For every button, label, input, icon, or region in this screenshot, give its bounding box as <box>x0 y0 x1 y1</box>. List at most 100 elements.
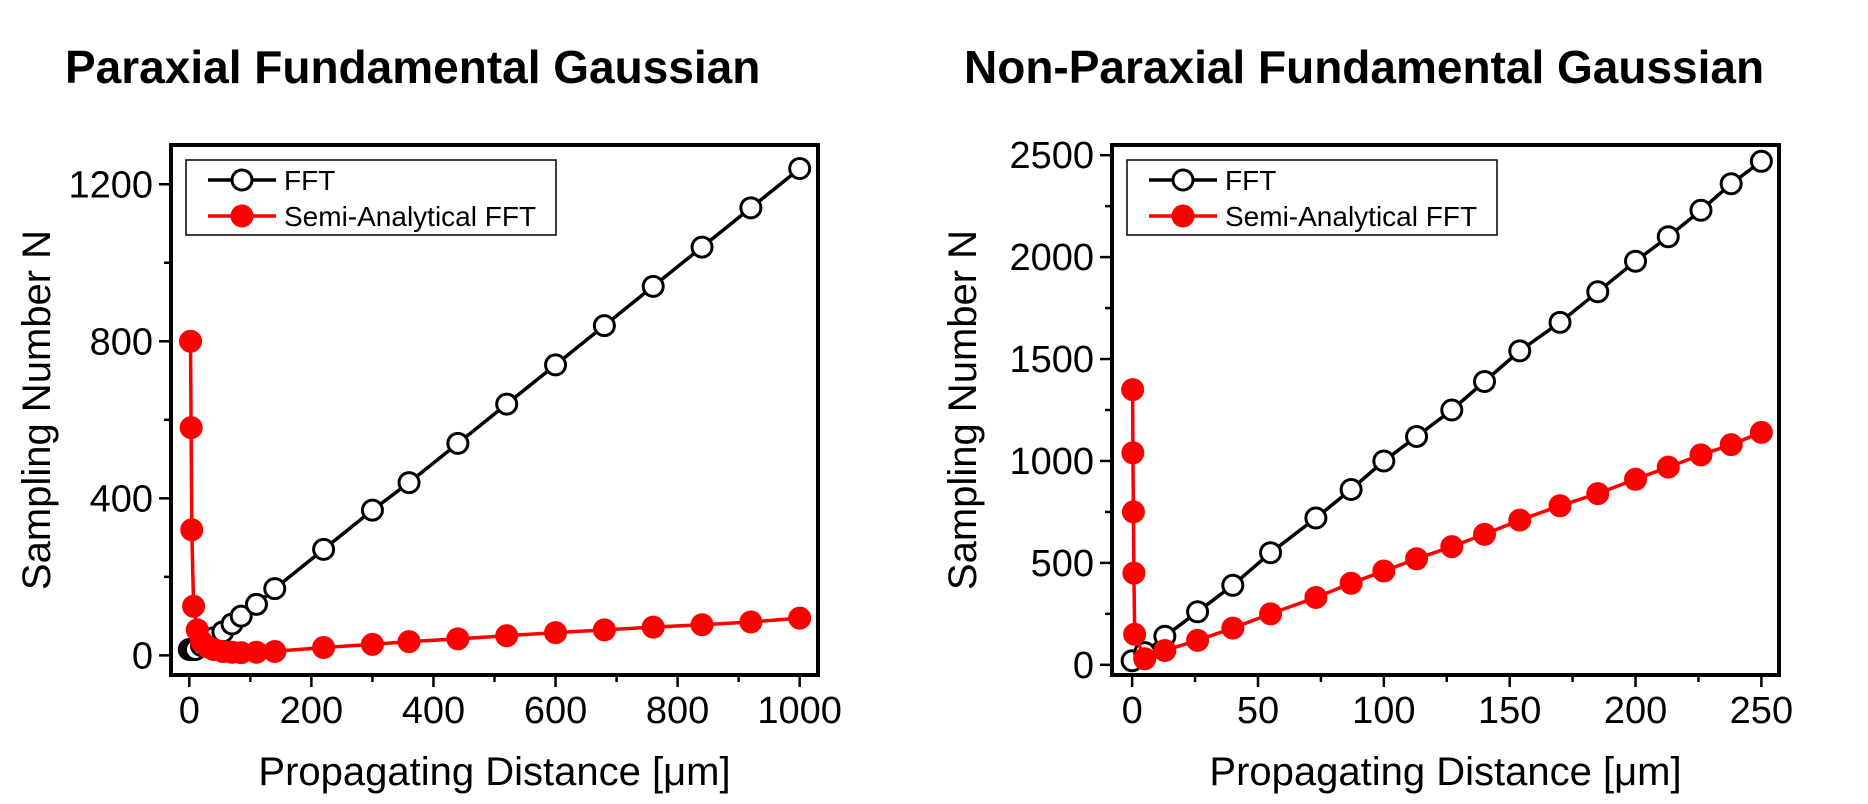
data-point <box>544 353 568 377</box>
data-point <box>788 157 812 181</box>
data-point <box>1548 310 1572 334</box>
data-point <box>1153 639 1177 663</box>
chart-title: Paraxial Fundamental Gaussian <box>65 41 761 93</box>
data-point <box>1719 172 1743 196</box>
legend-label: FFT <box>284 165 335 196</box>
data-point <box>1473 522 1497 546</box>
data-point <box>1304 586 1328 610</box>
data-point <box>495 392 519 416</box>
data-point <box>1405 547 1429 571</box>
data-point <box>1372 559 1396 583</box>
y-tick-label: 2000 <box>1009 237 1094 279</box>
data-point <box>1508 339 1532 363</box>
legend-marker <box>1171 168 1195 192</box>
data-point <box>397 630 421 654</box>
data-point <box>446 627 470 651</box>
data-point <box>1689 198 1713 222</box>
data-point <box>1122 561 1146 585</box>
data-point <box>1473 369 1497 393</box>
data-point <box>1121 441 1145 465</box>
x-tick-label: 100 <box>1352 690 1415 732</box>
data-point <box>1121 378 1145 402</box>
data-point <box>1749 149 1773 173</box>
data-point <box>1339 478 1363 501</box>
data-point <box>1656 225 1680 249</box>
x-tick-label: 1000 <box>757 690 842 732</box>
y-tick-label: 800 <box>90 321 153 363</box>
data-point <box>179 416 203 440</box>
data-point <box>690 613 714 637</box>
data-point <box>1304 506 1328 530</box>
data-point <box>180 518 204 542</box>
data-point <box>182 594 206 618</box>
data-point <box>1221 616 1245 640</box>
data-point <box>397 471 421 495</box>
x-tick-label: 0 <box>179 690 200 732</box>
data-point <box>263 639 287 663</box>
y-tick-label: 400 <box>90 478 153 520</box>
data-point <box>544 621 568 645</box>
data-point <box>1508 508 1532 532</box>
data-point <box>1624 467 1648 491</box>
x-tick-label: 200 <box>1604 690 1667 732</box>
data-point <box>1133 647 1157 671</box>
data-point <box>263 577 287 601</box>
x-tick-label: 200 <box>280 690 343 732</box>
y-tick-label: 1000 <box>1009 441 1094 483</box>
data-point <box>690 235 714 259</box>
y-tick-label: 0 <box>1073 645 1094 687</box>
x-tick-label: 50 <box>1237 690 1279 732</box>
plot-non-paraxial: 0 50 100 150 200 25005001000150020002500Propa… <box>941 135 1793 794</box>
y-axis-label: Sampling Number N <box>15 230 59 590</box>
data-point <box>495 624 519 648</box>
data-point <box>1221 573 1245 597</box>
y-tick-label: 1200 <box>68 164 153 206</box>
legend-label: FFT <box>1225 165 1276 196</box>
x-tick-label: 0 <box>1122 690 1143 732</box>
plot-frame <box>169 143 820 677</box>
legend-marker <box>230 204 254 228</box>
data-point <box>592 618 616 642</box>
data-point <box>1719 433 1743 457</box>
data-point <box>641 615 665 639</box>
data-point <box>1656 455 1680 479</box>
plot-paraxial: 0 200 400 600 800 1000 0 400 800 1200 Propagating … <box>15 143 842 794</box>
chart-panel-paraxial: Paraxial Fundamental Gaussian 0 200 400 600… <box>15 41 842 794</box>
data-point <box>1186 628 1210 652</box>
legend-label: Semi-Analytical FFT <box>1225 201 1477 232</box>
data-point <box>1440 535 1464 559</box>
data-point <box>1624 249 1648 273</box>
data-point <box>1405 425 1429 448</box>
x-tick-label: 400 <box>402 690 465 732</box>
y-tick-label: 2500 <box>1009 135 1094 177</box>
data-point <box>1440 398 1464 422</box>
data-point <box>1689 443 1713 467</box>
x-tick-label: 250 <box>1730 690 1793 732</box>
series-line-semi-analytical-fft <box>188 341 800 655</box>
chart-title: Non-Paraxial Fundamental Gaussian <box>964 41 1765 93</box>
legend-marker <box>230 168 254 192</box>
data-point <box>592 314 616 338</box>
legend-marker <box>1171 204 1195 228</box>
y-tick-label: 1500 <box>1009 339 1094 381</box>
x-tick-label: 600 <box>524 690 587 732</box>
data-point <box>788 606 812 630</box>
y-tick-label: 500 <box>1031 543 1094 585</box>
data-point <box>739 610 763 634</box>
data-point <box>179 329 203 353</box>
data-point <box>1339 571 1363 595</box>
data-point <box>312 537 336 561</box>
data-point <box>1586 482 1610 506</box>
data-point <box>1123 622 1147 646</box>
data-point <box>1121 500 1145 524</box>
chart-panel-non-paraxial: Non-Paraxial Fundamental Gaussian 0 50 100… <box>934 0 1868 804</box>
data-point <box>641 274 665 298</box>
data-point <box>360 632 384 656</box>
data-point <box>229 604 253 628</box>
y-axis-label: Sampling Number N <box>941 230 985 590</box>
data-point <box>446 431 470 455</box>
data-point <box>1749 420 1773 444</box>
x-axis-label: Propagating Distance [μm] <box>258 750 730 794</box>
data-point <box>1372 449 1396 473</box>
data-point <box>360 498 384 522</box>
